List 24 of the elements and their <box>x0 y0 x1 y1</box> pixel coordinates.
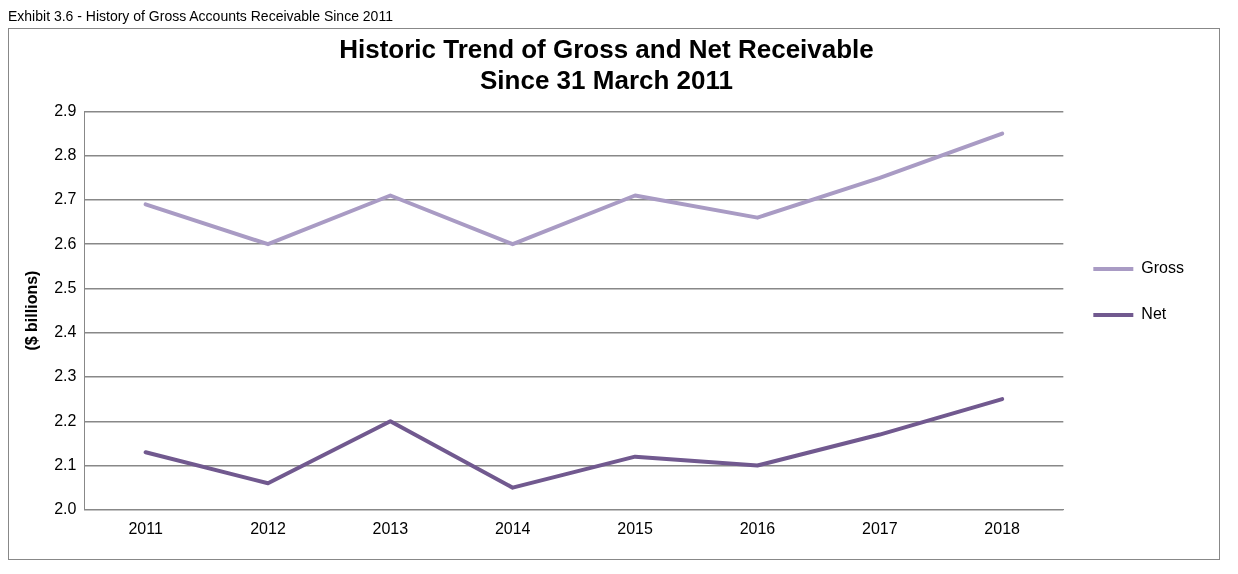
text: Historic Trend of Gross and Net Receivable <box>339 33 874 64</box>
x-tick-label: 2016 <box>739 519 776 537</box>
y-tick-label: 2.9 <box>54 101 77 119</box>
x-tick-label: 2014 <box>494 519 531 537</box>
y-tick-label: 2.8 <box>54 146 77 164</box>
y-tick-label: 2.1 <box>54 455 77 473</box>
x-tick-label: 2018 <box>984 519 1021 537</box>
y-axis-title: ($ billions) <box>23 270 41 351</box>
legend-label: Gross <box>1141 259 1184 277</box>
x-tick-label: 2013 <box>372 519 409 537</box>
text: Since 31 March 2011 <box>480 64 733 95</box>
y-tick-label: 2.2 <box>54 411 77 429</box>
x-tick-label: 2012 <box>250 519 286 537</box>
x-tick-label: 2017 <box>861 519 898 537</box>
x-tick-label: 2015 <box>617 519 653 537</box>
x-tick-label: 2011 <box>128 519 163 537</box>
text: Exhibit 3.6 - History of Gross Accounts Receivable Since 2011 <box>8 8 394 24</box>
y-tick-label: 2.4 <box>54 323 77 341</box>
y-tick-label: 2.5 <box>54 278 77 296</box>
y-tick-label: 2.7 <box>54 190 77 208</box>
y-tick-label: 2.3 <box>54 367 77 385</box>
y-tick-label: 2.6 <box>54 234 77 252</box>
legend-label: Net <box>1141 305 1167 323</box>
y-tick-label: 2.0 <box>54 500 77 518</box>
